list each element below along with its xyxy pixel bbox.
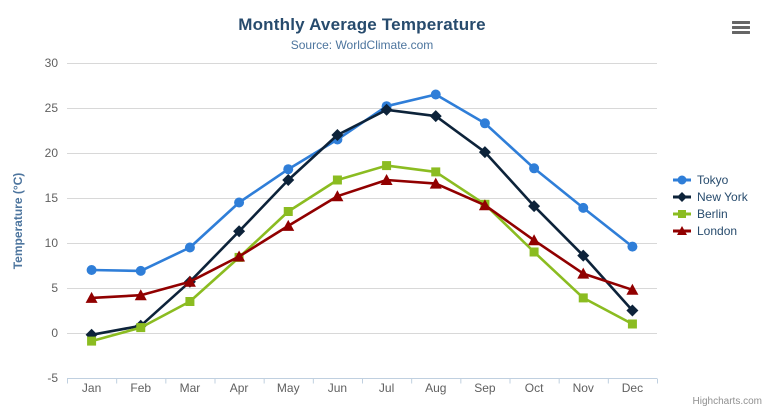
data-point-marker[interactable] (282, 174, 295, 186)
data-point-marker[interactable] (577, 249, 590, 262)
data-point-marker[interactable] (429, 110, 442, 123)
data-point-marker[interactable] (627, 319, 637, 329)
legend: Tokyo New York Berlin London (672, 173, 748, 238)
hamburger-icon (732, 31, 750, 34)
legend-item-berlin[interactable]: Berlin (672, 207, 748, 221)
data-point-marker[interactable] (529, 163, 540, 174)
y-axis-label: 20 (45, 146, 59, 160)
legend-marker-diamond-icon (673, 192, 691, 202)
chart-title: Monthly Average Temperature (238, 15, 486, 34)
x-axis-label: Jan (82, 381, 101, 395)
x-axis-label: Jun (328, 381, 347, 395)
series-line-london[interactable] (90, 178, 634, 300)
legend-label: Berlin (697, 207, 728, 221)
legend-item-london[interactable]: London (672, 224, 748, 238)
legend-label: London (697, 224, 738, 238)
x-axis-label: Nov (573, 381, 594, 395)
y-axis-label: 15 (45, 191, 59, 205)
y-axis-title: Temperature (°C) (11, 172, 25, 270)
data-point-marker[interactable] (528, 234, 541, 246)
x-axis-label: Oct (525, 381, 544, 395)
y-axis-label: -5 (47, 371, 58, 385)
data-point-marker[interactable] (577, 267, 590, 279)
y-axis-label: 0 (51, 326, 58, 340)
data-point-marker[interactable] (85, 291, 98, 303)
legend-marker-triangle-icon (673, 226, 691, 235)
series-new-york (85, 103, 639, 341)
data-point-marker[interactable] (627, 241, 638, 252)
highcharts-credit[interactable]: Highcharts.com (692, 396, 762, 407)
series-tokyo (86, 89, 638, 276)
legend-label: Tokyo (697, 173, 729, 187)
series-london (85, 174, 639, 303)
data-point-marker[interactable] (87, 336, 97, 346)
data-point-marker[interactable] (136, 323, 146, 333)
data-point-marker[interactable] (529, 247, 539, 257)
x-axis-label: Feb (130, 381, 151, 395)
x-axis-label: Aug (425, 381, 446, 395)
data-point-marker[interactable] (331, 129, 344, 141)
data-point-marker[interactable] (234, 197, 245, 208)
data-point-marker[interactable] (528, 200, 541, 213)
y-axis-label: 10 (45, 236, 59, 250)
data-point-marker[interactable] (184, 242, 195, 253)
data-point-marker[interactable] (431, 167, 441, 177)
y-axis-label: 30 (45, 56, 59, 70)
chart-subtitle: Source: WorldClimate.com (290, 38, 434, 52)
data-point-marker[interactable] (283, 164, 294, 175)
y-axis-label: 5 (51, 281, 58, 295)
legend-item-new-york[interactable]: New York (672, 190, 748, 204)
data-point-marker[interactable] (185, 297, 195, 306)
data-point-marker[interactable] (135, 265, 146, 276)
data-point-marker[interactable] (429, 177, 442, 189)
data-point-marker[interactable] (183, 275, 196, 287)
data-point-marker[interactable] (332, 175, 342, 185)
legend-marker-square-icon (673, 210, 691, 218)
legend-item-tokyo[interactable]: Tokyo (672, 173, 748, 187)
data-point-marker[interactable] (134, 289, 147, 301)
data-point-marker[interactable] (331, 190, 344, 202)
x-axis-label: Apr (230, 381, 249, 395)
hamburger-icon (732, 26, 750, 29)
x-axis-label: Sep (474, 381, 496, 395)
data-point-marker[interactable] (479, 118, 490, 129)
data-point-marker[interactable] (233, 250, 246, 262)
y-axis-label: 25 (45, 101, 59, 115)
data-point-marker[interactable] (626, 283, 639, 295)
data-point-marker[interactable] (578, 202, 589, 213)
x-axis-label: May (277, 381, 300, 395)
hamburger-icon (732, 21, 750, 24)
data-point-marker[interactable] (282, 219, 295, 231)
legend-marker-circle-icon (673, 175, 691, 185)
data-point-marker[interactable] (380, 103, 393, 116)
data-point-marker[interactable] (578, 293, 588, 303)
x-axis-label: Jul (379, 381, 394, 395)
chart-context-menu-button[interactable] (732, 21, 750, 34)
data-point-marker[interactable] (478, 146, 491, 159)
data-point-marker[interactable] (382, 161, 392, 171)
series-line-berlin[interactable] (90, 164, 634, 343)
x-axis-label: Dec (622, 381, 643, 395)
data-point-marker[interactable] (86, 265, 97, 275)
data-point-marker[interactable] (233, 225, 246, 238)
legend-label: New York (697, 190, 748, 204)
data-point-marker[interactable] (380, 174, 393, 185)
data-point-marker[interactable] (626, 304, 639, 317)
x-axis-label: Mar (180, 381, 201, 395)
data-point-marker[interactable] (283, 207, 293, 216)
series-line-new-york[interactable] (90, 108, 634, 337)
data-point-marker[interactable] (478, 199, 491, 211)
data-point-marker[interactable] (430, 89, 441, 100)
